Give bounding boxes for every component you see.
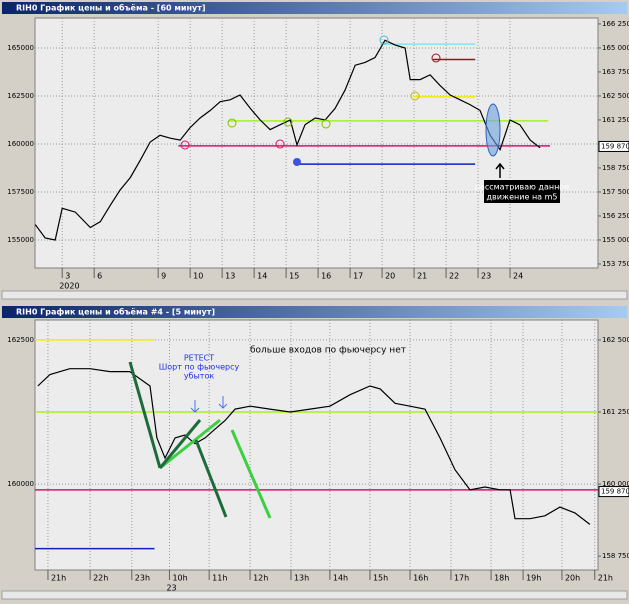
x-tick-label: 15h <box>373 574 388 583</box>
marker <box>410 91 420 101</box>
y-tick-label: 156 250 <box>602 212 629 220</box>
y-tick-label: 166 250 <box>602 20 629 28</box>
marker <box>379 35 389 45</box>
x-tick-label: 15 <box>289 272 299 281</box>
last-price-label: 159 870 <box>601 488 629 496</box>
trend-line <box>230 429 272 519</box>
x-tick-label: 20 <box>385 272 395 281</box>
marker <box>293 158 301 166</box>
x-tick-label: 13 <box>225 272 235 281</box>
x-tick-label: 20h <box>565 574 580 583</box>
window-title: RIH0 График цены и объёма - [60 минут] <box>16 3 206 13</box>
marker <box>275 139 285 149</box>
marker <box>283 117 293 127</box>
last-price-box <box>598 486 629 498</box>
trend-line <box>194 439 228 518</box>
trend-line <box>128 361 162 469</box>
y-tick-label: 161 250 <box>602 116 629 124</box>
scrollbar[interactable] <box>1 290 628 300</box>
x-tick-label: 16 <box>321 272 331 281</box>
y-tick-label: 160 000 <box>602 480 629 488</box>
x-tick-label: 23h <box>135 574 150 583</box>
y-tick-label: 162 500 <box>602 92 629 100</box>
note: убыток <box>184 372 215 381</box>
arrow-head <box>495 162 505 170</box>
x-tick-label: 18h <box>494 574 509 583</box>
plot-area <box>34 17 599 269</box>
annotation: движение на m5 <box>486 193 557 202</box>
x-tick-label: 10 <box>193 272 203 281</box>
price-line <box>34 39 541 241</box>
marker <box>180 140 190 150</box>
y-tick-label: 158 750 <box>602 164 629 172</box>
note: Шорт по фьючерсу <box>159 363 240 372</box>
last-price-box <box>598 140 629 152</box>
annotation: рассматриваю данное <box>475 183 569 192</box>
arrow <box>190 396 228 413</box>
x-tick-label: 22 <box>449 272 459 281</box>
note: РЕТЕСТ <box>184 354 214 363</box>
y-tick-label-left: 157500 <box>7 188 34 196</box>
y-tick-label: 157 500 <box>602 188 629 196</box>
marker <box>321 119 331 129</box>
price-line <box>37 368 591 525</box>
annotation-box <box>484 180 560 203</box>
y-tick-label-left: 160000 <box>7 480 34 488</box>
date-label: 2020 <box>59 282 79 291</box>
x-tick-label: 17h <box>454 574 469 583</box>
y-tick-label: 165 000 <box>602 44 629 52</box>
y-tick-label: 162 500 <box>602 336 629 344</box>
x-tick-label: 21h <box>51 574 66 583</box>
trend-line <box>158 419 202 469</box>
x-tick-label: 3 <box>65 272 70 281</box>
x-tick-label: 12h <box>253 574 268 583</box>
plot-area <box>34 319 599 571</box>
date-label: 23 <box>166 584 176 593</box>
trend-line <box>159 418 221 470</box>
y-tick-label-left: 155000 <box>7 236 34 244</box>
y-tick-label-left: 162500 <box>7 336 34 344</box>
x-tick-label: 22h <box>93 574 108 583</box>
x-tick-label: 11h <box>212 574 227 583</box>
x-tick-label: 24 <box>513 272 523 281</box>
window-title: RIH0 График цены и объёма #4 - [5 минут] <box>16 307 215 317</box>
headline: больше входов по фьючерсу нет <box>250 346 406 356</box>
y-tick-label: 161 250 <box>602 408 629 416</box>
y-tick-label-left: 165000 <box>7 44 34 52</box>
x-tick-label: 23 <box>481 272 491 281</box>
x-tick-label: 14 <box>257 272 267 281</box>
marker <box>431 53 441 63</box>
x-tick-label: 17 <box>353 272 363 281</box>
x-tick-label: 6 <box>97 272 102 281</box>
y-tick-label-left: 162500 <box>7 92 34 100</box>
x-tick-label: 9 <box>161 272 166 281</box>
x-tick-label: 21h <box>598 574 613 583</box>
x-tick-label: 21 <box>417 272 427 281</box>
y-tick-label: 158 750 <box>602 552 629 560</box>
x-tick-label: 14h <box>333 574 348 583</box>
x-tick-label: 19h <box>526 574 541 583</box>
marker <box>227 118 237 128</box>
title-bar <box>2 2 627 14</box>
title-bar <box>2 306 627 318</box>
x-tick-label: 10h <box>172 574 187 583</box>
y-tick-label: 155 000 <box>602 236 629 244</box>
highlight-ellipse <box>485 103 501 157</box>
x-tick-label: 13h <box>294 574 309 583</box>
last-price-label: 159 870 <box>601 142 629 150</box>
scrollbar[interactable] <box>1 590 628 600</box>
y-tick-label: 153 750 <box>602 260 629 268</box>
y-tick-label: 163 750 <box>602 68 629 76</box>
x-tick-label: 16h <box>413 574 428 583</box>
y-tick-label-left: 160000 <box>7 140 34 148</box>
